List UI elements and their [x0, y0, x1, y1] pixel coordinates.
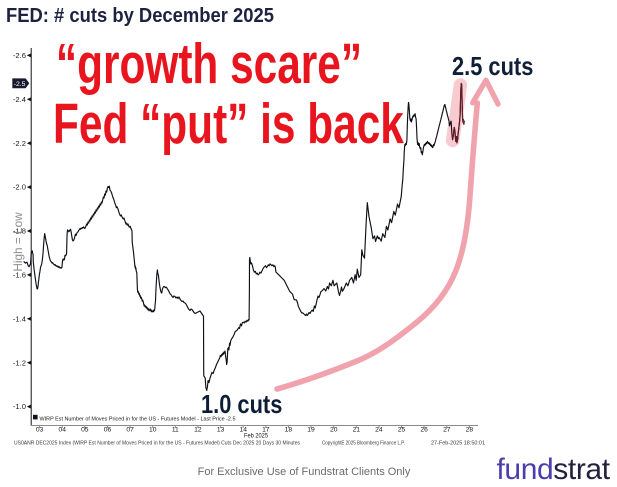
svg-text:26: 26: [420, 426, 428, 433]
svg-text:-2.2: -2.2: [13, 139, 26, 148]
svg-text:Feb 2025: Feb 2025: [244, 432, 268, 439]
svg-text:27: 27: [443, 426, 451, 433]
svg-text:20: 20: [330, 426, 338, 433]
svg-text:WIRP Est Number of Moves Price: WIRP Est Number of Moves Priced in for t…: [40, 417, 236, 423]
svg-text:21: 21: [353, 426, 361, 433]
svg-text:US0ANR DEC2025 Index (WIRP Est: US0ANR DEC2025 Index (WIRP Est Number of…: [14, 441, 300, 447]
svg-text:17: 17: [262, 426, 270, 433]
svg-text:27-Feb-2025 18:50:01: 27-Feb-2025 18:50:01: [431, 441, 485, 447]
svg-text:10: 10: [149, 426, 157, 433]
svg-text:04: 04: [58, 426, 66, 433]
svg-text:05: 05: [81, 426, 89, 433]
svg-text:High = Low: High = Low: [11, 212, 25, 272]
svg-text:-1.6: -1.6: [13, 271, 26, 280]
svg-text:-1.8: -1.8: [13, 227, 26, 236]
svg-text:12: 12: [194, 426, 202, 433]
svg-text:19: 19: [307, 426, 315, 433]
svg-text:03: 03: [36, 426, 44, 433]
svg-text:-2.5: -2.5: [14, 81, 26, 88]
svg-text:13: 13: [217, 426, 225, 433]
svg-text:18: 18: [285, 426, 293, 433]
svg-text:-1.0: -1.0: [13, 402, 26, 411]
svg-text:14: 14: [239, 426, 247, 433]
svg-text:28: 28: [466, 426, 474, 433]
svg-text:24: 24: [375, 426, 383, 433]
svg-text:11: 11: [172, 426, 179, 433]
svg-text:-1.2: -1.2: [13, 358, 26, 367]
svg-text:-1.4: -1.4: [13, 314, 26, 323]
svg-text:06: 06: [104, 426, 112, 433]
svg-text:-2.4: -2.4: [13, 95, 26, 104]
svg-text:-2.0: -2.0: [13, 183, 26, 192]
svg-text:CopyrightE 2025 Bloomberg Fina: CopyrightE 2025 Bloomberg Finance L.P.: [322, 441, 405, 447]
svg-text:07: 07: [126, 426, 134, 433]
svg-text:25: 25: [398, 426, 406, 433]
svg-text:-2.6: -2.6: [13, 51, 26, 60]
